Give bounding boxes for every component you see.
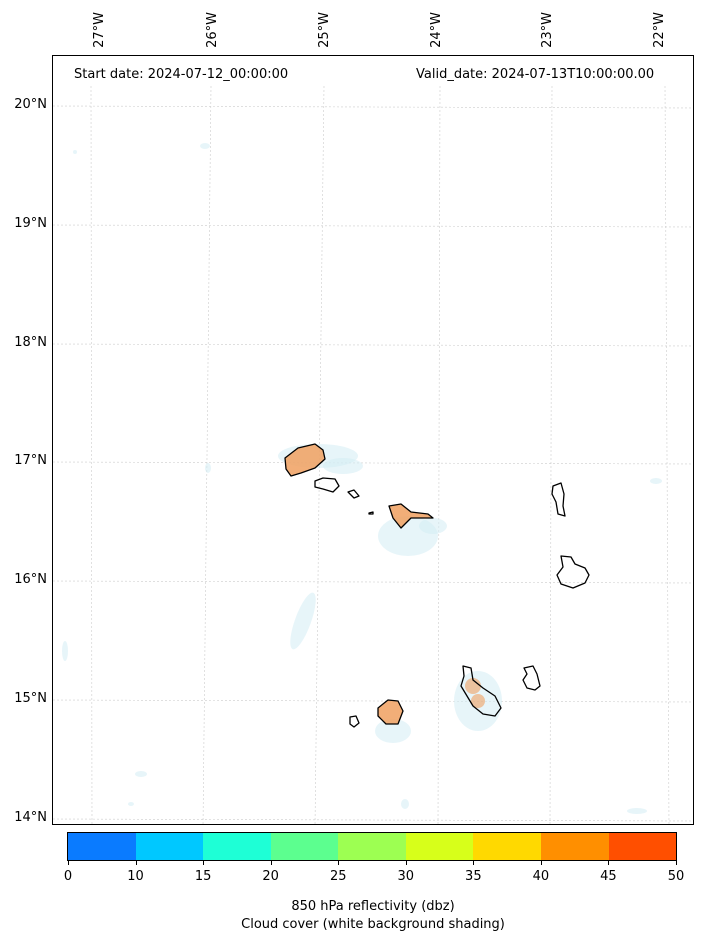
lon-label: 26°W xyxy=(205,12,220,48)
lon-label: 22°W xyxy=(652,12,667,48)
colorbar-tick-label: 15 xyxy=(194,869,212,884)
colorbar-segment xyxy=(608,833,677,860)
colorbar-tick xyxy=(540,861,542,865)
map-canvas xyxy=(53,85,693,824)
cloud-patch xyxy=(128,802,134,806)
island-sao-vicente-outline xyxy=(314,477,340,493)
island-sao-nicolau-outline xyxy=(388,503,434,529)
colorbar-tick-label: 40 xyxy=(532,869,550,884)
island-sal-outline xyxy=(551,482,566,517)
cloud-patch xyxy=(627,808,647,814)
colorbar-tick xyxy=(338,861,340,865)
colorbar-segment xyxy=(338,833,406,860)
colorbar-segment xyxy=(203,833,271,860)
meridian-gridline xyxy=(437,85,441,824)
reflectivity-santiago xyxy=(471,694,485,708)
colorbar-segment xyxy=(540,833,609,860)
colorbar-segment xyxy=(405,833,474,860)
island-ilheu-outline xyxy=(368,511,374,515)
colorbar-label: 850 hPa reflectivity (dbz) xyxy=(291,899,455,914)
meridian-gridline xyxy=(549,85,553,824)
parallel-gridline xyxy=(53,461,693,465)
reflectivity-colorbar xyxy=(67,832,677,861)
cloud-patch xyxy=(401,799,409,809)
lat-label: 20°N xyxy=(14,97,47,112)
colorbar-tick-label: 35 xyxy=(465,869,482,884)
reflectivity-fogo xyxy=(378,700,403,724)
cloud-patch xyxy=(650,478,662,484)
colorbar-tick xyxy=(203,861,205,865)
island-santa-luzia-outline xyxy=(347,489,360,499)
lat-label: 16°N xyxy=(14,572,47,587)
colorbar-tick-label: 20 xyxy=(262,869,279,884)
island-fogo-outline xyxy=(377,699,404,725)
meridian-gridline xyxy=(202,85,212,824)
lon-label: 27°W xyxy=(92,12,107,48)
cloud-patch xyxy=(135,771,147,777)
colorbar-tick-label: 25 xyxy=(329,869,347,884)
island-boa-vista-outline xyxy=(556,555,590,589)
cloud-patch xyxy=(205,463,211,473)
island-santiago-outline xyxy=(460,665,502,717)
cloud-patch xyxy=(323,458,363,474)
meridian-gridline xyxy=(314,85,325,824)
map-panel xyxy=(52,55,694,825)
coastlines xyxy=(284,443,590,728)
parallel-gridline xyxy=(53,224,693,228)
reflectivity-sao-nicolau xyxy=(389,504,433,528)
colorbar-tick-label: 50 xyxy=(667,869,685,884)
lat-label: 18°N xyxy=(14,335,47,350)
parallel-gridline xyxy=(53,580,693,584)
cloud-patch xyxy=(200,143,210,149)
island-brava-outline xyxy=(349,715,360,728)
parallel-gridline xyxy=(53,818,693,822)
cloud-patch xyxy=(290,592,316,650)
colorbar-tick xyxy=(608,861,610,865)
colorbar-tick-label: 30 xyxy=(397,869,415,884)
colorbar-segment xyxy=(473,833,541,860)
lon-label: 24°W xyxy=(429,12,444,48)
cloud-patch xyxy=(62,641,68,661)
colorbar-tick-label: 0 xyxy=(63,869,73,884)
colorbar-tick xyxy=(676,861,677,865)
parallel-gridline xyxy=(53,343,693,347)
colorbar-tick xyxy=(135,861,137,865)
graticule xyxy=(53,85,693,824)
colorbar-tick xyxy=(270,861,272,865)
lat-label: 17°N xyxy=(14,453,47,468)
reflectivity-santiago xyxy=(465,678,481,694)
colorbar-tick-label: 45 xyxy=(600,869,617,884)
lon-label: 25°W xyxy=(317,12,332,48)
colorbar-segment xyxy=(68,833,136,860)
valid-date-label: Valid_date: 2024-07-13T10:00:00.00 xyxy=(416,67,655,82)
colorbar-tick xyxy=(405,861,407,865)
cloud-patch xyxy=(375,719,411,743)
lat-label: 15°N xyxy=(14,691,47,706)
colorbar-segment xyxy=(135,833,204,860)
colorbar-sublabel: Cloud cover (white background shading) xyxy=(241,917,505,932)
parallel-gridline xyxy=(53,699,693,703)
cloud-patch xyxy=(419,518,447,534)
lat-label: 19°N xyxy=(14,216,47,231)
cloud-cover-shading xyxy=(62,143,662,814)
colorbar-tick xyxy=(473,861,475,865)
colorbar-segment xyxy=(270,833,339,860)
lat-label: 14°N xyxy=(14,810,47,825)
cloud-patch xyxy=(73,150,77,154)
parallel-gridline xyxy=(53,105,693,109)
lon-label: 23°W xyxy=(540,12,555,48)
start-date-label: Start date: 2024-07-12_00:00:00 xyxy=(74,67,289,82)
meridian-gridline xyxy=(90,85,93,824)
colorbar-tick-label: 10 xyxy=(127,869,144,884)
island-maio-outline xyxy=(522,665,541,691)
island-santo-antao-outline xyxy=(284,443,326,477)
meridian-gridline xyxy=(664,85,670,824)
colorbar-tick xyxy=(68,861,69,865)
